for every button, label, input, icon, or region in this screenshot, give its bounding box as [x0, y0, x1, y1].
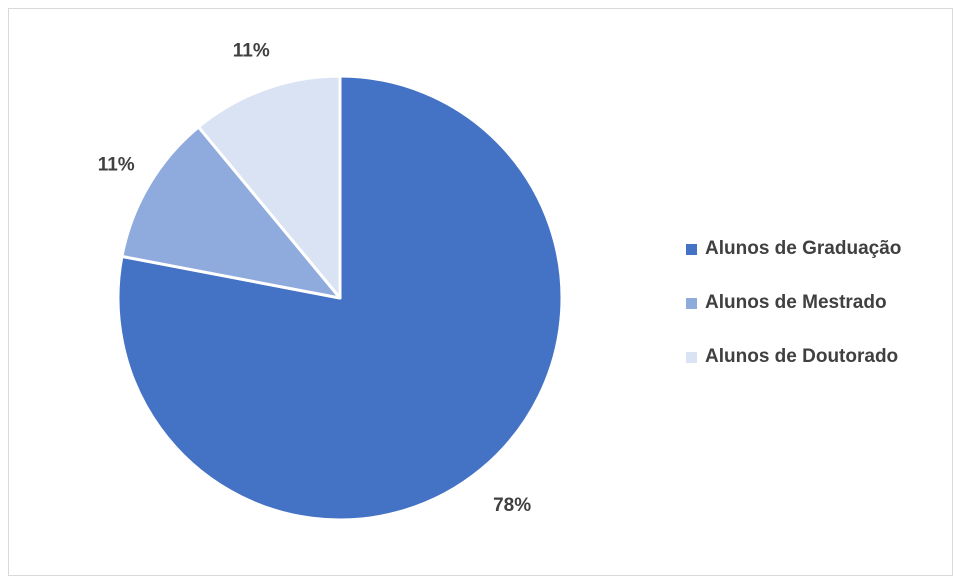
- legend-entry-mestrado: Alunos de Mestrado: [686, 286, 901, 320]
- legend: Alunos de Graduação Alunos de Mestrado A…: [686, 232, 901, 394]
- legend-label-doutorado: Alunos de Doutorado: [705, 346, 899, 367]
- legend-swatch-mestrado: [686, 297, 697, 309]
- pie-slice-doutorado: [196, 74, 342, 300]
- legend-label-graduacao: Alunos de Graduação: [705, 238, 902, 259]
- data-label-graduacao: 78%: [493, 495, 531, 516]
- data-label-mestrado: 11%: [98, 155, 135, 176]
- legend-swatch-graduacao: [686, 243, 697, 255]
- data-label-doutorado: 11%: [233, 41, 270, 62]
- legend-entry-doutorado: Alunos de Doutorado: [686, 340, 901, 374]
- legend-entry-graduacao: Alunos de Graduação: [686, 232, 901, 266]
- pie-slice-mestrado: [120, 125, 342, 300]
- legend-label-mestrado: Alunos de Mestrado: [705, 292, 887, 313]
- legend-swatch-doutorado: [686, 351, 697, 363]
